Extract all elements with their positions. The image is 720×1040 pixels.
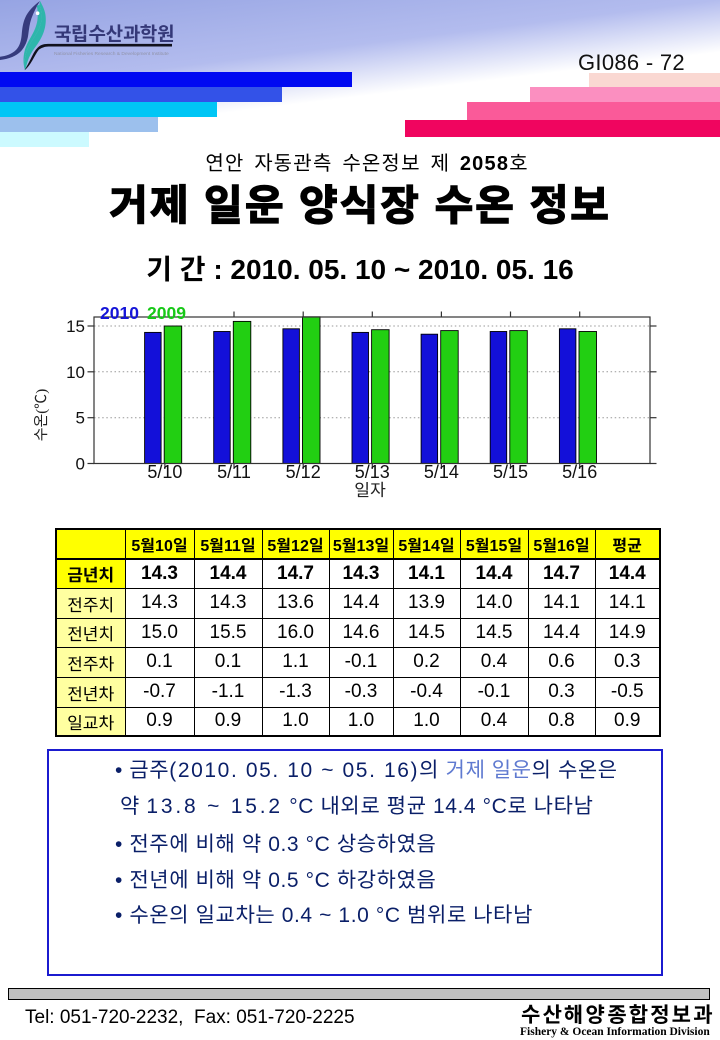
svg-text:일자: 일자	[354, 476, 386, 501]
svg-text:15: 15	[66, 317, 85, 336]
svg-text:5: 5	[76, 409, 85, 428]
svg-text:5/11: 5/11	[217, 462, 251, 482]
svg-text:2009: 2009	[147, 303, 186, 323]
svg-text:National Fisheries Research &: National Fisheries Research & Developmen…	[54, 51, 169, 57]
svg-text:5/15: 5/15	[493, 462, 528, 482]
svg-text:수온(℃): 수온(℃)	[30, 389, 51, 442]
svg-text:0: 0	[76, 455, 85, 474]
svg-text:국립수산과학원: 국립수산과학원	[54, 20, 174, 47]
svg-text:10: 10	[66, 363, 85, 382]
svg-text:5/16: 5/16	[562, 462, 597, 482]
svg-text:5/12: 5/12	[286, 462, 321, 482]
svg-text:5/13: 5/13	[355, 462, 390, 482]
svg-text:5/10: 5/10	[147, 462, 182, 482]
svg-text:2010: 2010	[100, 303, 139, 323]
svg-text:5/14: 5/14	[424, 462, 459, 482]
